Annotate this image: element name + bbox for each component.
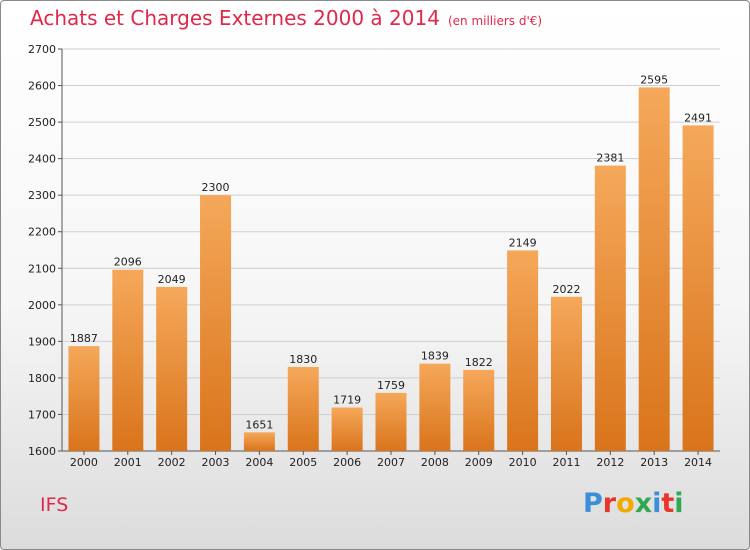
value-label-2001: 2096 [114,256,142,269]
y-tick-label: 2000 [28,299,56,312]
value-label-2007: 1759 [377,379,405,392]
x-tick-label-2010: 2010 [509,456,537,469]
bar-2004 [243,432,275,451]
bar-2005 [287,366,319,451]
bar-2001 [112,269,144,451]
logo-letter: o [616,488,635,519]
logo-letter: P [583,488,603,519]
logo-letter: x [634,488,653,519]
y-tick-label: 1800 [28,372,56,385]
y-tick-label: 1900 [28,335,56,348]
logo-letter: i [674,488,684,519]
x-tick-label-2004: 2004 [245,456,273,469]
x-tick-label-2007: 2007 [377,456,405,469]
value-label-2011: 2022 [552,283,580,296]
value-label-2014: 2491 [684,111,712,124]
logo-letter: i [652,488,662,519]
axes: 1600 1700 1800 1900 2000 2100 2200 2300 2400 2500… [28,43,720,469]
value-label-2005: 1830 [289,353,317,366]
bar-2008 [419,363,451,451]
x-tick-label-2006: 2006 [333,456,361,469]
bar-2006 [331,407,363,451]
value-label-2008: 1839 [421,350,449,363]
x-tick-label-2001: 2001 [114,456,142,469]
bar-2012 [594,165,626,451]
y-tick-label: 2100 [28,262,56,275]
y-tick-label: 1700 [28,408,56,421]
y-tick-label: 2400 [28,153,56,166]
x-tick-label-2012: 2012 [596,456,624,469]
chart-title-text: Achats et Charges Externes 2000 à 2014 [30,6,440,30]
x-tick-label-2011: 2011 [552,456,580,469]
bar-2011 [550,296,582,451]
x-tick-label-2014: 2014 [684,456,712,469]
x-tick-label-2003: 2003 [202,456,230,469]
bar-2010 [507,250,539,451]
bar-2003 [200,195,232,451]
chart-title: Achats et Charges Externes 2000 à 2014 (e… [30,6,542,30]
bar-2000 [68,346,100,451]
y-tick-label: 2200 [28,226,56,239]
bar-2014 [682,125,714,451]
proxiti-logo: Proxiti [583,488,684,519]
y-tick-label: 2600 [28,80,56,93]
value-label-2003: 2300 [202,181,230,194]
y-tick-label: 2700 [28,43,56,56]
value-labels: 1887 2096 2049 2300 1651 1830 1719 1759 1839 1822… [70,73,712,431]
y-tick-label: 2300 [28,189,56,202]
x-tick-label-2013: 2013 [640,456,668,469]
bar-2002 [156,286,188,451]
value-label-2006: 1719 [333,394,361,407]
bars [68,87,714,451]
x-tick-label-2009: 2009 [465,456,493,469]
commune-name: IFS [40,494,69,516]
value-label-2009: 1822 [465,356,493,369]
x-tick-label-2005: 2005 [289,456,317,469]
chart-unit-text: (en milliers d'€) [447,14,543,28]
y-tick-label: 2500 [28,116,56,129]
logo-letter: t [661,488,675,519]
value-label-2002: 2049 [158,273,186,286]
bar-2007 [375,392,407,451]
value-label-2004: 1651 [245,418,273,431]
value-label-2012: 2381 [596,152,624,165]
bar-2013 [638,87,670,451]
x-tick-label-2000: 2000 [70,456,98,469]
value-label-2000: 1887 [70,332,98,345]
y-tick-label: 1600 [28,445,56,458]
value-label-2013: 2595 [640,73,668,86]
x-tick-label-2002: 2002 [158,456,186,469]
logo-letter: r [602,488,617,519]
bar-2009 [463,369,495,451]
x-tick-label-2008: 2008 [421,456,449,469]
value-label-2010: 2149 [509,236,537,249]
